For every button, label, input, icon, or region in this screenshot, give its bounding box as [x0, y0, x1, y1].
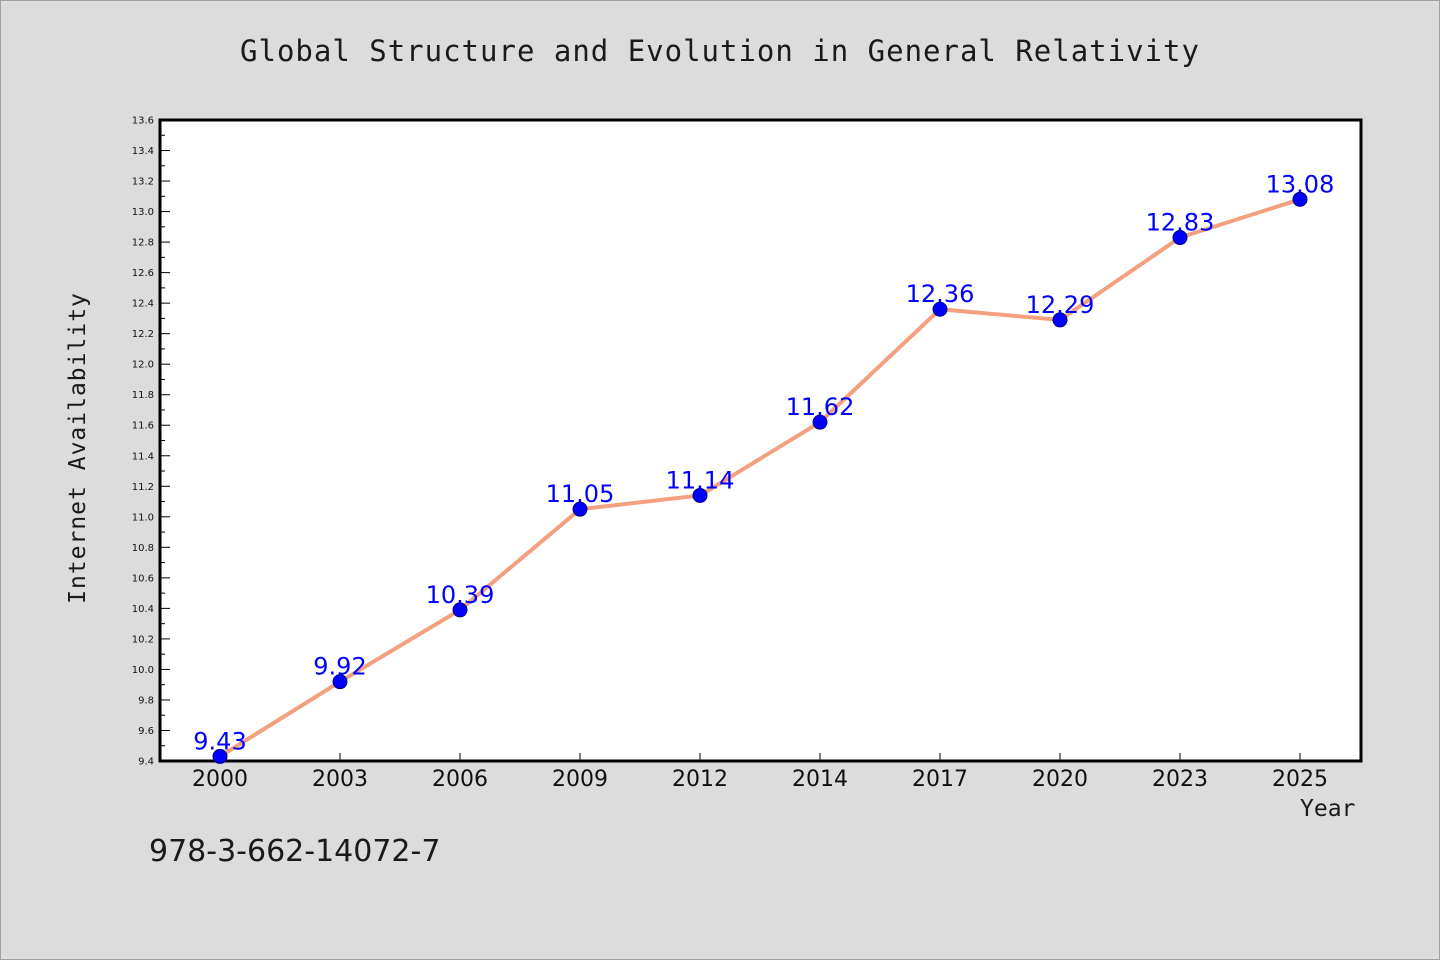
x-tick-label: 2023	[1152, 767, 1208, 792]
x-tick-label: 2014	[792, 767, 848, 792]
plot-area	[158, 118, 1363, 763]
y-tick-label: 11.4	[132, 451, 154, 462]
data-label: 9.43	[193, 727, 246, 755]
y-tick-label: 12.8	[132, 238, 154, 249]
y-tick-label: 13.2	[132, 177, 154, 188]
data-point	[1172, 230, 1188, 246]
y-tick-label: 10.2	[132, 634, 154, 645]
data-label: 13.08	[1266, 170, 1335, 198]
y-tick-label: 10.6	[132, 573, 154, 584]
x-tick-label: 2000	[192, 767, 248, 792]
data-point	[452, 602, 468, 618]
x-tick-label: 2009	[552, 767, 608, 792]
data-label: 11.05	[546, 480, 615, 508]
data-point	[692, 487, 708, 503]
data-label: 11.62	[786, 393, 855, 421]
data-point	[332, 674, 348, 690]
series-line	[218, 197, 1302, 759]
data-label: 11.14	[666, 466, 735, 494]
y-tick-label: 12.2	[132, 329, 154, 340]
data-label: 12.36	[906, 280, 975, 308]
data-point	[812, 414, 828, 430]
x-tick-label: 2012	[672, 767, 728, 792]
footer-isbn: 978-3-662-14072-7	[149, 834, 441, 869]
x-tick-label: 2003	[312, 767, 368, 792]
y-tick-label: 12.0	[132, 360, 154, 371]
y-tick-label: 9.4	[138, 757, 154, 768]
data-point	[212, 748, 228, 764]
x-tick-label: 2017	[912, 767, 968, 792]
y-tick-label: 10.4	[132, 604, 154, 615]
data-label: 12.83	[1146, 209, 1215, 237]
series-group: 9.43 9.92 10.39 11.05 11.14 11.62 12.36 12.29 12…	[193, 170, 1335, 764]
y-tick-label: 12.6	[132, 268, 154, 279]
y-tick-label: 11.8	[132, 390, 154, 401]
y-tick-label: 13.4	[132, 146, 154, 157]
data-point	[1292, 191, 1308, 207]
y-tick-label: 13.6	[132, 116, 154, 127]
y-tick-label: 11.0	[132, 512, 154, 523]
data-point	[572, 501, 588, 517]
y-tick-label: 13.0	[132, 207, 154, 218]
y-tick-label: 11.2	[132, 482, 154, 493]
chart-title: Global Structure and Evolution in Genera…	[240, 34, 1200, 68]
x-tick-label: 2006	[432, 767, 488, 792]
x-axis-label: Year	[1300, 796, 1356, 822]
y-tick-label: 10.0	[132, 665, 154, 676]
y-tick-label: 9.6	[138, 726, 154, 737]
y-axis-ticks: 9.4 9.6 9.8 10.0 10.2 10.4 10.6 10.8 11.0 11.2 11.…	[132, 116, 170, 768]
x-tick-label: 2020	[1032, 767, 1088, 792]
data-label: 12.29	[1026, 291, 1095, 319]
y-tick-label: 11.6	[132, 421, 154, 432]
y-tick-label: 12.4	[132, 299, 154, 310]
y-tick-label: 9.8	[138, 695, 154, 706]
x-axis-ticks: 2000 2003 2006 2009 2012 2014 2017 2020 2023 2025	[192, 753, 1328, 792]
x-tick-label: 2025	[1272, 767, 1328, 792]
data-point	[1052, 312, 1068, 328]
data-label: 9.92	[313, 653, 366, 681]
data-point	[932, 301, 948, 317]
y-tick-label: 10.8	[132, 543, 154, 554]
data-label: 10.39	[426, 581, 495, 609]
